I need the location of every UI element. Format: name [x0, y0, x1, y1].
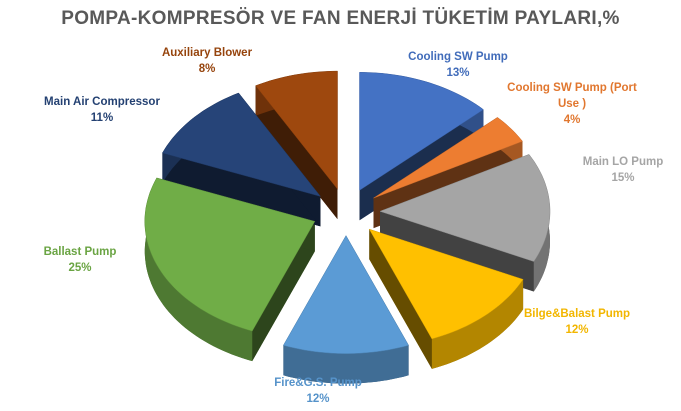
chart-title: POMPA-KOMPRESÖR VE FAN ENERJİ TÜKETİM PA…: [61, 8, 620, 29]
label-name: Fire&G.S. Pump: [274, 377, 362, 389]
data-label: Bilge&Balast Pump 12%: [502, 306, 652, 338]
slice-rim: [283, 345, 409, 384]
data-label: Cooling SW Pump 13%: [383, 49, 533, 81]
slice: [368, 228, 524, 340]
slice-wall: [252, 221, 315, 362]
slice-wall: [162, 153, 321, 227]
slice-wall: [369, 229, 432, 369]
slice: [144, 177, 316, 332]
label-value: 12%: [306, 393, 330, 405]
label-value: 8%: [198, 63, 216, 75]
slice: [379, 154, 551, 262]
slice: [162, 92, 322, 197]
label-name: Auxiliary Blower: [161, 47, 253, 59]
slice-wall: [255, 85, 338, 220]
label-value: 15%: [611, 172, 635, 184]
label-name: Main Air Compressor: [44, 96, 160, 108]
slice: [283, 235, 409, 354]
label-name: Cooling SW Pump (Port Use ): [507, 82, 637, 110]
slice-rim: [431, 279, 524, 369]
label-value: 4%: [563, 114, 581, 126]
label-value: 13%: [446, 67, 470, 79]
slice: [255, 70, 338, 190]
slice: [373, 117, 523, 199]
data-label: Auxiliary Blower 8%: [132, 45, 282, 77]
label-value: 25%: [68, 262, 92, 274]
label-value: 12%: [565, 324, 589, 336]
slice: [359, 72, 484, 191]
data-label: Ballast Pump 25%: [5, 244, 155, 276]
label-name: Main LO Pump: [582, 156, 664, 168]
data-label: Main LO Pump 15%: [548, 154, 681, 186]
label-value: 11%: [90, 112, 114, 124]
data-label: Fire&G.S. Pump 12%: [243, 375, 393, 407]
data-label: Main Air Compressor 11%: [27, 94, 177, 126]
data-label: Cooling SW Pump (Port Use ) 4%: [502, 80, 642, 128]
label-name: Bilge&Balast Pump: [523, 308, 631, 320]
label-name: Cooling SW Pump: [408, 51, 508, 63]
label-name: Ballast Pump: [43, 246, 117, 258]
